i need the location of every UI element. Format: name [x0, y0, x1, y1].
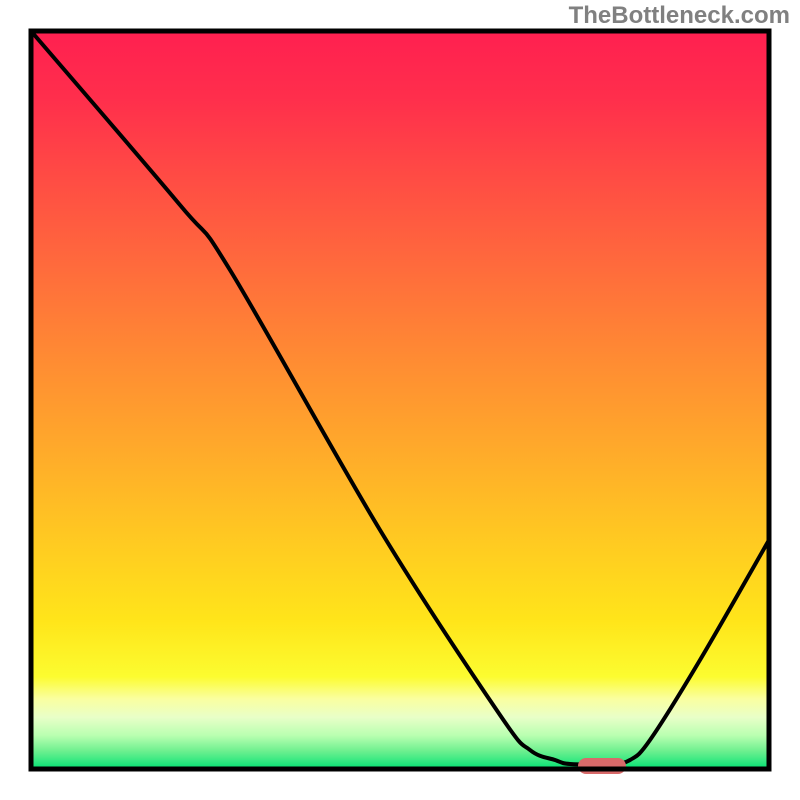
plot-background — [31, 31, 769, 769]
chart-svg — [0, 0, 800, 800]
bottleneck-chart: TheBottleneck.com — [0, 0, 800, 800]
optimal-marker — [578, 758, 626, 774]
watermark-label: TheBottleneck.com — [569, 2, 790, 30]
